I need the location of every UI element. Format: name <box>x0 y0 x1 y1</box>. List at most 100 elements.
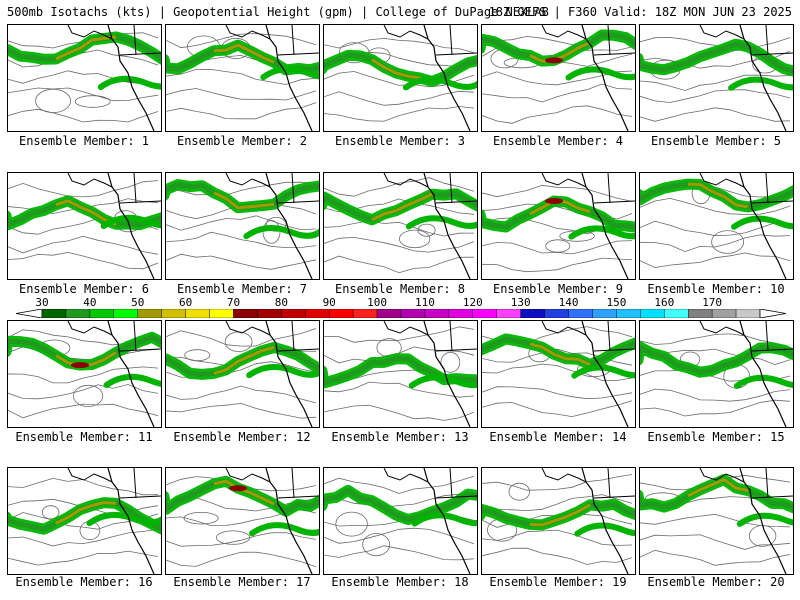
jet-isotach-band <box>402 76 477 91</box>
member-map-panel <box>481 320 636 428</box>
height-contour <box>324 255 475 274</box>
colorbar-swatch <box>664 309 689 318</box>
borders <box>699 321 793 352</box>
member-caption: Ensemble Member: 17 <box>173 575 311 589</box>
height-contour <box>166 88 317 101</box>
height-contour <box>324 545 475 561</box>
map-plot <box>324 173 477 279</box>
member-caption: Ensemble Member: 9 <box>492 282 624 296</box>
member-map-panel <box>323 467 478 575</box>
colorbar-swatch <box>257 309 282 318</box>
jet-core <box>529 41 591 63</box>
jet-core <box>371 192 433 222</box>
height-contour <box>166 253 317 270</box>
height-contour-loop <box>338 42 370 64</box>
colorbar-swatch <box>400 309 426 318</box>
jet-core <box>529 342 591 366</box>
jet-max <box>229 485 247 492</box>
coastline <box>581 173 629 279</box>
height-contour <box>166 532 317 547</box>
colorbar-swatch <box>233 309 258 318</box>
height-contour <box>8 550 159 566</box>
colorbar-label: 30 <box>35 296 49 309</box>
height-contour <box>324 326 475 343</box>
borders <box>225 321 319 352</box>
member-map-panel <box>481 172 636 280</box>
height-contour-loop <box>262 220 281 244</box>
borders <box>383 468 477 499</box>
height-contour <box>324 106 475 122</box>
coastline <box>739 468 787 574</box>
colorbar-swatch <box>592 309 617 318</box>
height-contour-loop <box>74 95 111 108</box>
jet-isotach-band <box>731 215 793 230</box>
borders <box>541 321 635 352</box>
member-caption: Ensemble Member: 14 <box>489 430 627 444</box>
coastline <box>107 173 155 279</box>
jet-isotach-band-inner <box>640 41 793 74</box>
height-contour <box>640 74 791 91</box>
borders <box>67 173 161 204</box>
colorbar-swatch <box>281 309 306 318</box>
colorbar-swatch <box>41 309 67 318</box>
height-contour <box>324 381 475 398</box>
borders <box>383 173 477 204</box>
jet-isotach-band <box>411 512 477 527</box>
map-plot <box>8 173 161 279</box>
coastline <box>581 321 629 427</box>
coastline <box>265 173 313 279</box>
height-contour-loop <box>35 88 71 114</box>
height-contour <box>640 197 791 215</box>
colorbar-label: 110 <box>414 296 435 309</box>
height-contour-loop <box>183 512 219 525</box>
member-caption: Ensemble Member: 12 <box>173 430 311 444</box>
chart-title: 500mb Isotachs (kts) | Geopotential Heig… <box>7 5 549 19</box>
colorbar-swatch <box>185 309 210 318</box>
colorbar-label: 100 <box>367 296 387 309</box>
map-plot <box>8 321 161 427</box>
member-map-panel <box>323 320 478 428</box>
height-contour <box>482 547 633 565</box>
map-plot <box>166 25 319 131</box>
coastline <box>107 25 155 131</box>
height-contour <box>640 399 791 417</box>
jet-isotach-band <box>86 511 161 527</box>
colorbar-label: 160 <box>654 296 675 309</box>
colorbar-label: 120 <box>462 296 483 309</box>
map-plot <box>482 468 635 574</box>
height-contour <box>324 527 475 545</box>
jet-isotach-band <box>100 214 161 229</box>
member-caption: Ensemble Member: 16 <box>15 575 153 589</box>
height-contour <box>640 534 791 550</box>
member-map-panel <box>639 467 794 575</box>
colorbar-label: 130 <box>510 296 531 309</box>
map-plot <box>640 173 793 279</box>
colorbar-swatch <box>568 309 593 318</box>
colorbar-swatch <box>329 309 354 318</box>
height-contour-loop <box>224 331 253 352</box>
height-contour <box>166 231 317 249</box>
height-contour <box>8 180 159 198</box>
member-caption: Ensemble Member: 19 <box>489 575 627 589</box>
map-plot <box>324 321 477 427</box>
map-plot <box>482 173 635 279</box>
borders <box>699 25 793 56</box>
borders <box>541 468 635 499</box>
member-map-panel <box>7 24 162 132</box>
member-map-panel <box>639 24 794 132</box>
coastline <box>739 321 787 427</box>
height-contour <box>8 251 159 270</box>
map-plot <box>324 468 477 574</box>
colorbar-swatch <box>472 309 497 318</box>
member-caption: Ensemble Member: 1 <box>18 134 150 148</box>
jet-core <box>55 199 117 226</box>
colorbar-label: 40 <box>83 296 97 309</box>
jet-max <box>71 362 89 369</box>
member-caption: Ensemble Member: 15 <box>647 430 785 444</box>
map-plot <box>166 173 319 279</box>
member-caption: Ensemble Member: 10 <box>647 282 785 296</box>
height-contour-loop <box>711 230 744 254</box>
map-plot <box>482 321 635 427</box>
height-contour <box>482 494 633 512</box>
map-plot <box>640 25 793 131</box>
